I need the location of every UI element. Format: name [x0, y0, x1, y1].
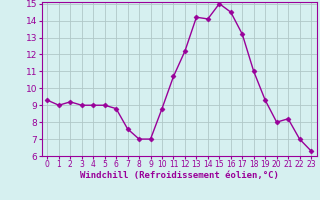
X-axis label: Windchill (Refroidissement éolien,°C): Windchill (Refroidissement éolien,°C)	[80, 171, 279, 180]
